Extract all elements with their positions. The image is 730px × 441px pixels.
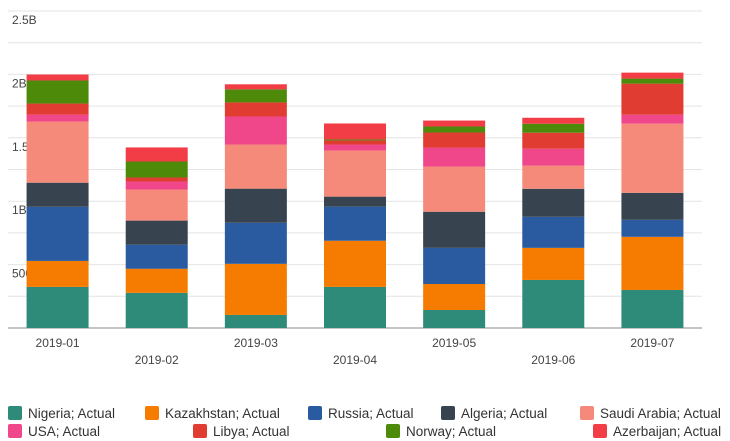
bar-segment: [224, 102, 287, 117]
bar-segment: [26, 260, 89, 287]
bar-segment: [621, 219, 684, 237]
bar-segment: [522, 247, 585, 280]
bar-segment: [324, 123, 386, 140]
x-tick-label: 2019-04: [333, 353, 377, 367]
bar-segment: [621, 114, 684, 124]
bar-segment: [522, 148, 585, 166]
legend-label: Saudi Arabia; Actual: [600, 406, 721, 421]
bar-segment: [125, 244, 188, 269]
legend-swatch: [308, 406, 322, 420]
x-tick-label: 2019-06: [531, 353, 575, 367]
y-tick-label: 2B: [12, 76, 27, 90]
bar-segment: [125, 189, 188, 221]
bar-segment: [423, 147, 486, 167]
legend-label: Russia; Actual: [328, 406, 414, 421]
legend-swatch: [193, 424, 207, 438]
bar-segment: [26, 206, 89, 261]
legend-label: Nigeria; Actual: [28, 406, 115, 421]
bar-segment: [621, 236, 684, 290]
bar-segment: [324, 196, 386, 207]
legend-swatch: [593, 424, 607, 438]
bar-segment: [621, 83, 684, 115]
bar-segment: [324, 286, 386, 328]
bar-segment: [522, 117, 585, 124]
bar-segment: [125, 181, 188, 190]
legend-label: USA; Actual: [28, 424, 100, 439]
bar-segment: [26, 103, 89, 115]
bar-segment: [224, 116, 287, 145]
bar-segment: [423, 284, 486, 310]
bar-segment: [522, 216, 585, 248]
y-tick-label: 2.5B: [12, 13, 37, 27]
bar-segment: [522, 188, 585, 217]
legend-swatch: [386, 424, 400, 438]
bar-segment: [125, 268, 188, 293]
bar-segment: [125, 161, 188, 178]
bar-segment: [522, 132, 585, 149]
bar-segment: [324, 144, 386, 151]
bar-segment: [621, 123, 684, 193]
bar-segment: [26, 114, 89, 122]
bar-segment: [224, 89, 287, 103]
legend-label: Norway; Actual: [406, 424, 496, 439]
bar-segment: [621, 289, 684, 328]
bar-segment: [423, 126, 486, 133]
bar-segment: [26, 80, 89, 104]
bar-segment: [423, 211, 486, 248]
x-tick-label: 2019-05: [432, 336, 476, 350]
bar-segment: [621, 72, 684, 79]
bar-segment: [125, 177, 188, 182]
bar-segment: [224, 222, 287, 264]
legend-swatch: [580, 406, 594, 420]
bar-segment: [324, 206, 386, 241]
bar-segment: [423, 132, 486, 148]
bar-segment: [125, 220, 188, 245]
bar-segment: [224, 263, 287, 315]
bar-segment: [522, 165, 585, 189]
legend-label: Libya; Actual: [213, 424, 290, 439]
bar-segment: [26, 286, 89, 328]
bar-segment: [324, 150, 386, 197]
legend-swatch: [8, 406, 22, 420]
bar-segment: [423, 166, 486, 212]
legend-label: Kazakhstan; Actual: [165, 406, 280, 421]
legend-swatch: [441, 406, 455, 420]
bar-segment: [522, 123, 585, 133]
bar-segment: [125, 292, 188, 328]
bar-segment: [324, 139, 386, 141]
bar-segment: [26, 74, 89, 81]
x-tick-label: 2019-03: [234, 336, 278, 350]
legend-label: Azerbaijan; Actual: [613, 424, 721, 439]
bar-segment: [224, 188, 287, 223]
y-tick-label: 1B: [12, 203, 27, 217]
bar-segment: [324, 140, 386, 145]
x-tick-label: 2019-01: [36, 336, 80, 350]
bar-segment: [26, 182, 89, 207]
bar-segment: [125, 147, 188, 162]
bar-segment: [423, 247, 486, 285]
bar-segment: [621, 78, 684, 84]
bar-segment: [423, 309, 486, 328]
bar-segment: [522, 279, 585, 328]
bar-segment: [324, 240, 386, 287]
bar-segment: [423, 120, 486, 127]
bar-segment: [224, 84, 287, 90]
legend-swatch: [145, 406, 159, 420]
bar-segment: [26, 121, 89, 183]
bar-segment: [224, 144, 287, 189]
bar-segment: [224, 314, 287, 328]
x-tick-label: 2019-07: [630, 336, 674, 350]
legend-swatch: [8, 424, 22, 438]
bar-segment: [621, 192, 684, 220]
legend-label: Algeria; Actual: [461, 406, 547, 421]
x-tick-label: 2019-02: [135, 353, 179, 367]
